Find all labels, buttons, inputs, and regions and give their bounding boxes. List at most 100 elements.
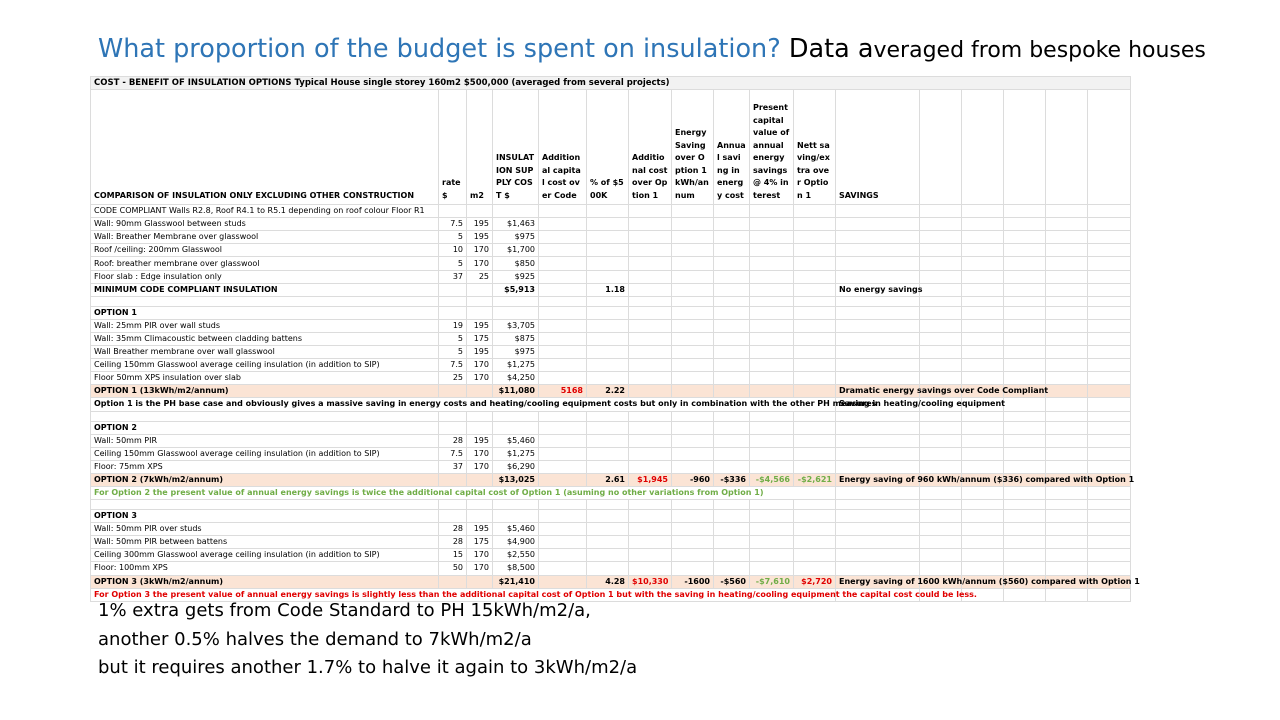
cell-additional-cost-option1 [628,204,672,219]
cell-nett-saving [793,230,836,245]
cell-annual-saving [713,371,750,386]
cell-savings-note: Saving in heating/cooling equipment [835,397,1005,412]
cell-nett-saving [793,305,836,320]
cell-nett-saving [793,509,836,524]
cell-rate: 25 [438,371,467,386]
table-row: Floor: 100mm XPS 50 170 $8,500 [90,561,1132,576]
cell-percent-budget [586,305,629,320]
cell-additional-cost-code [538,548,587,563]
cell-label: Floor: 100mm XPS [90,561,439,576]
cell-percent-budget [586,256,629,271]
cell-percent-budget [586,433,629,448]
cell-annual-saving [713,345,750,360]
cell-rate [438,472,467,487]
cell-area [466,384,493,399]
cell-additional-cost-option1 [628,371,672,386]
cell-nett-saving: -$2,621 [793,472,836,487]
cell-label: OPTION 1 (13kWh/m2/annum) [90,384,439,399]
cell-additional-cost-code [538,305,587,320]
cell-label: Floor: 75mm XPS [90,459,439,474]
table-row: OPTION 3 [90,509,1132,524]
table-row: OPTION 2 (7kWh/m2/annum) $13,025 2.61 $1,94… [90,472,1134,487]
cell-present-value [749,345,794,360]
header-rate: rate $ [438,89,467,206]
cell-nett-saving [793,459,836,474]
sheet-title: COST - BENEFIT OF INSULATION OPTIONS Typ… [89,75,1132,91]
cell-additional-cost-code [538,204,587,219]
cell-label: Wall: Breather Membrane over glasswool [90,230,439,245]
cell-additional-cost-option1: $10,330 [628,574,672,589]
table-row: OPTION 1 (13kWh/m2/annum) $11,080 5168 2.22… [90,384,1132,399]
cell-additional-cost-code [538,522,587,537]
cell-label: Wall Breather membrane over wall glasswo… [90,345,439,360]
cell-label: Wall: 50mm PIR [90,433,439,448]
cell-additional-cost-option1: $1,945 [628,472,672,487]
header-m2: m2 [466,89,493,206]
cell-area: 170 [466,459,493,474]
cell-savings-note [835,243,920,258]
cell-present-value [749,548,794,563]
title-question: What proportion of the budget is spent o… [98,34,781,64]
cell-percent-budget [586,522,629,537]
table-row: OPTION 3 (3kWh/m2/annum) $21,410 4.28 $10,3… [90,574,1140,589]
cell-annual-saving [713,217,750,232]
cell-savings-note: Energy saving of 1600 kWh/annum ($560) c… [835,574,1140,589]
cell-percent-budget [586,459,629,474]
cell-additional-cost-option1 [628,548,672,563]
cell-present-value [749,459,794,474]
cell-energy-saving [671,384,714,399]
cell-nett-saving [793,561,836,576]
cell-savings-note [835,217,920,232]
table-row: For Option 2 the present value of annual… [90,485,1132,501]
cell-area [466,472,493,487]
cell-supply-cost: $1,463 [492,217,539,232]
table-row: Wall: 50mm PIR between battens 28 175 $4,90… [90,535,1132,550]
cell-label: Wall: 50mm PIR between battens [90,535,439,550]
header-supply-cost: INSULATION SUPPLY COST $ [492,89,539,206]
cell-supply-cost: $5,460 [492,433,539,448]
cell-nett-saving [793,358,836,373]
cell-additional-cost-code [538,230,587,245]
cell-rate: 5 [438,256,467,271]
cell-supply-cost: $2,550 [492,548,539,563]
cell-present-value [749,535,794,550]
cell-annual-saving [713,384,750,399]
cell-label: Wall: 25mm PIR over wall studs [90,318,439,333]
cell-savings-note [835,256,920,271]
cell-rate: 37 [438,269,467,284]
cell-savings-note [835,459,920,474]
table-row: Wall Breather membrane over wall glasswo… [90,345,1132,360]
cell-area: 195 [466,345,493,360]
cell-energy-saving [671,331,714,347]
cell-present-value: -$7,610 [749,574,794,589]
cell-present-value [749,305,794,320]
table-row: Wall: 90mm Glasswool between studs 7.5 195… [90,217,1132,232]
cell-additional-cost-code [538,358,587,373]
cell-additional-cost-code [538,256,587,271]
cell-energy-saving [671,230,714,245]
cell-percent-budget [586,230,629,245]
cell-rate [438,420,467,435]
cell-annual-saving: -$560 [713,574,750,589]
cell-additional-cost-code [538,318,587,333]
cell-energy-saving [671,256,714,271]
table-row: MINIMUM CODE COMPLIANT INSULATION $5,913 1… [90,282,1132,297]
cell-savings-note [835,358,920,373]
cell-nett-saving [793,433,836,448]
cell-supply-cost: $975 [492,345,539,360]
cell-percent-budget [586,358,629,373]
table-row: Floor: 75mm XPS 37 170 $6,290 [90,459,1132,474]
takeaway-notes: 1% extra gets from Code Standard to PH 1… [98,597,637,683]
cell-percent-budget [586,371,629,386]
cell-additional-cost-code [538,420,587,435]
cell-percent-budget: 1.18 [586,282,629,297]
cell-percent-budget [586,535,629,550]
cell-area: 170 [466,561,493,576]
cell-label: Roof /ceiling: 200mm Glasswool [90,243,439,258]
table-row: Wall: 25mm PIR over wall studs 19 195 $3,70… [90,318,1132,333]
cell-energy-saving [671,282,714,297]
cell-label: Ceiling 150mm Glasswool average ceiling … [90,358,439,373]
table-row: Roof /ceiling: 200mm Glasswool 10 170 $1,70… [90,243,1132,258]
cell-area: 195 [466,522,493,537]
cell-savings-note [835,331,920,347]
